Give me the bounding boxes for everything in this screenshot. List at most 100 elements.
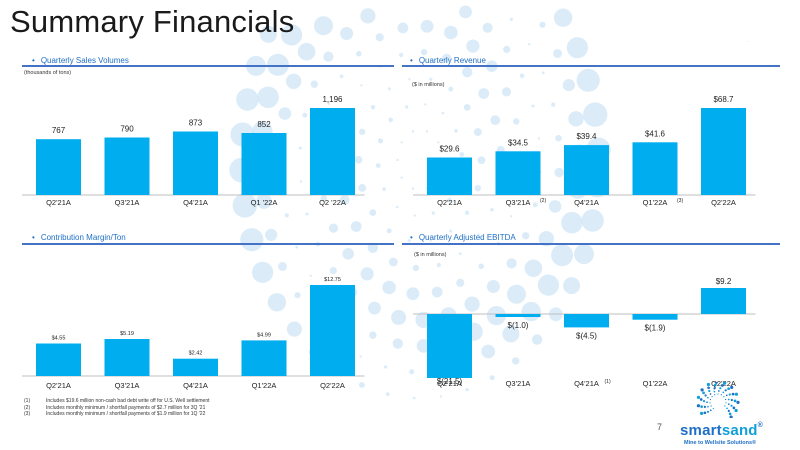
logo-dot [700,388,704,392]
sales-bar [241,133,287,195]
decorative-dot [297,42,316,61]
logo-dot [713,383,717,387]
decorative-dot [456,278,465,287]
decorative-dot [328,223,339,233]
decorative-dot [501,87,512,97]
footnote-3: (3) Includes monthly minimum / shortfall … [24,411,206,417]
logo-dot [727,387,730,391]
decorative-dot [375,33,384,42]
decorative-dot [405,105,409,109]
decorative-dot [388,257,398,267]
decorative-dot [581,209,604,232]
logo-dot [725,398,727,401]
logo-dot [703,411,707,415]
decorative-dot [449,229,453,233]
decorative-dot [465,388,469,392]
decorative-dot [489,375,495,381]
sales-category-label: Q3'21A [115,198,140,207]
revenue-value-label: $34.5 [508,138,529,147]
decorative-dot [252,261,274,283]
decorative-dot [240,228,264,252]
decorative-dot [411,187,415,190]
sales-bar [104,137,150,195]
decorative-dot [477,156,486,165]
decorative-dot [236,88,259,111]
ebitda-bar [564,314,609,328]
ebitda-panel-heading: • Quarterly Adjusted EBITDA [410,233,516,242]
decorative-dot [295,245,299,249]
decorative-dot [412,396,416,400]
bullet-icon: • [410,233,413,242]
ebitda-category-label: Q3'21A [506,379,531,388]
sales-panel-rule [22,65,394,67]
decorative-dot [459,5,472,19]
decorative-dot [392,338,403,349]
logo-dot [714,394,716,396]
decorative-dot [354,155,363,164]
revenue-bar [564,145,609,195]
logo-dot [696,404,700,408]
sales-unit-label: (thousands of tons) [24,70,72,76]
bullet-icon: • [32,56,35,65]
margin-chart: $4.55 Q2'21A $5.19 Q3'21A $2.42 Q4'21A $4.99 Q1… [22,277,365,390]
sales-value-label: 852 [257,120,271,129]
decorative-dot [302,112,308,118]
revenue-category-label: Q2'22A [711,198,736,207]
margin-panel-heading: • Contribution Margin/Ton [32,233,126,242]
revenue-chart: $29.6 Q2'21A $34.5 Q3'21A (2) $39.4 Q4'21A $41.… [413,95,756,207]
decorative-dot [298,146,302,150]
decorative-dot [425,130,429,133]
ebitda-unit-label: ($ in millions) [414,252,447,258]
decorative-dot [431,211,435,215]
decorative-dot [537,137,541,140]
decorative-dot [481,344,496,359]
logo-dot [711,396,713,398]
logo-dot [699,398,703,401]
decorative-dot [339,74,344,79]
ebitda-bar [427,314,472,378]
margin-value-label: $2.42 [189,351,203,357]
margin-category-label: Q4'21A [183,381,208,390]
revenue-footnote-mark: (3) [677,198,683,204]
ebitda-category-label: Q1'22A [643,379,668,388]
decorative-dot [400,176,403,179]
decorative-dot [439,395,443,398]
logo-dot [702,391,705,395]
ebitda-value-label: $(4.5) [576,331,597,340]
logo-dot [736,400,740,404]
logo-dot [728,412,732,416]
decorative-dot [320,195,327,202]
margin-category-label: Q2'21A [46,381,71,390]
sales-chart: 767 Q2'21A 790 Q3'21A 873 Q4'21A 852 Q1 '22A 1,1… [22,95,365,207]
revenue-category-label: Q3'21A [506,198,531,207]
logo-dot [729,415,733,418]
logo-dot [727,403,730,405]
decorative-dot [583,102,608,127]
margin-bar [241,340,287,376]
revenue-category-label: Q1'22A [643,198,668,207]
decorative-dot [512,357,520,365]
margin-bar [173,358,218,376]
logo-dot [710,405,712,407]
decorative-dot [342,248,355,260]
decorative-dot [395,205,399,209]
decorative-dot [506,258,517,269]
logo-dot [720,394,722,396]
decorative-dot [266,53,289,76]
decorative-dot [561,211,583,234]
decorative-dot [420,48,428,56]
decorative-dot [442,53,452,63]
revenue-panel-rule [402,65,780,67]
logo-dot [725,402,727,404]
logo-dot [706,382,710,387]
ebitda-category-label: Q2'21A [437,379,462,388]
decorative-dot [360,8,376,24]
logo-dot [696,395,701,399]
logo-dot [718,390,720,392]
logo-dot [703,405,706,408]
decorative-dot [444,25,458,40]
decorative-dot [551,244,574,267]
decorative-dot [387,87,391,91]
margin-panel-rule [22,243,394,245]
